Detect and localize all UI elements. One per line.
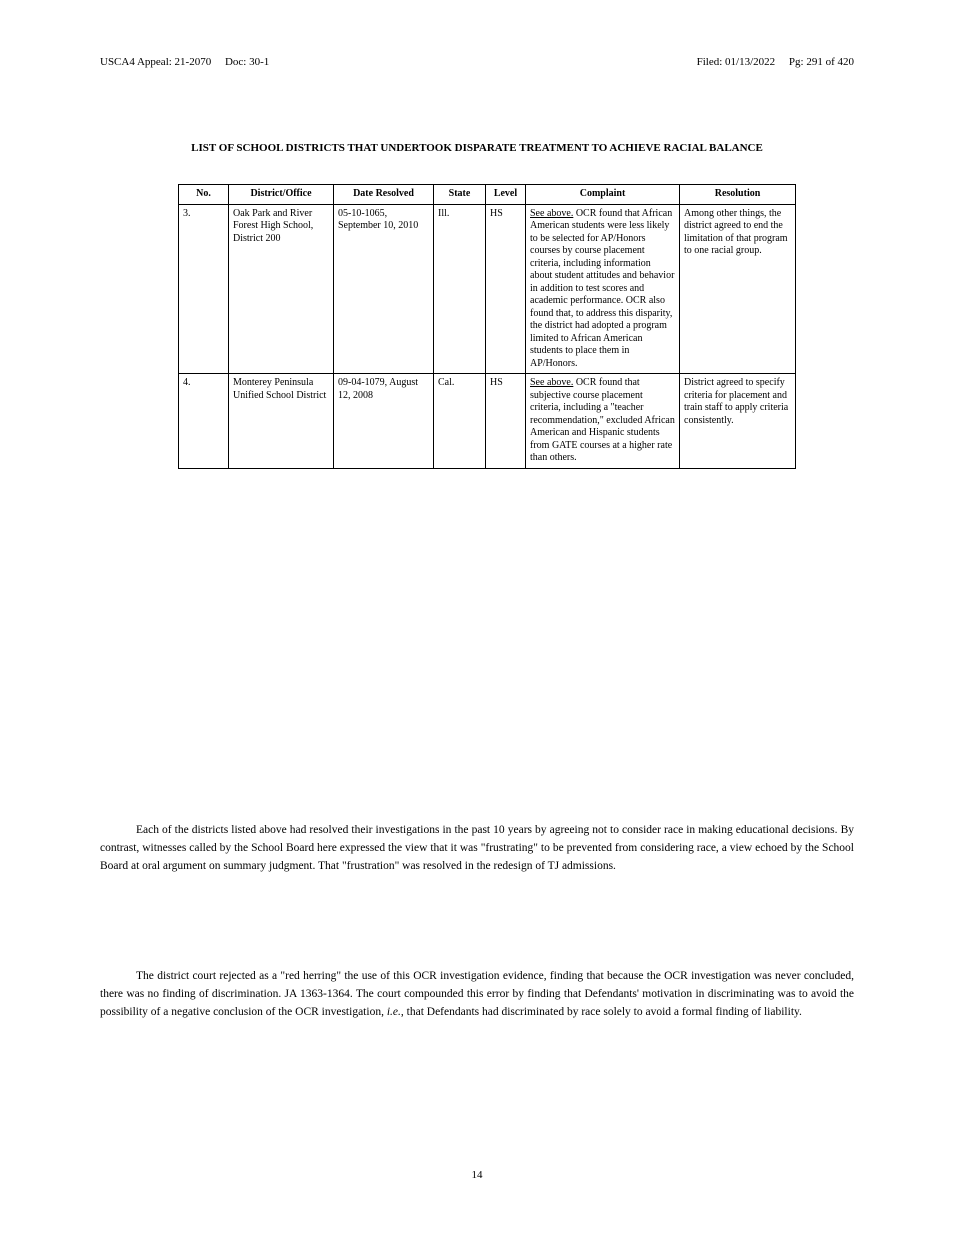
p2-after: , that Defendants had discriminated by r… [401, 1006, 802, 1018]
cell-level: HS [486, 204, 526, 374]
header-left-line2: Doc: 30-1 [225, 56, 269, 68]
cell-resolution: District agreed to specify criteria for … [680, 374, 796, 469]
cell-no: 3. [179, 204, 229, 374]
cell-complaint: See above. OCR found that African Americ… [526, 204, 680, 374]
paragraph-1: Each of the districts listed above had r… [100, 822, 854, 875]
col-no: No. [179, 185, 229, 205]
col-district: District/Office [229, 185, 334, 205]
col-state: State [434, 185, 486, 205]
complaint-rest: OCR found that subjective course placeme… [530, 377, 675, 463]
cell-state: Cal. [434, 374, 486, 469]
col-complaint: Complaint [526, 185, 680, 205]
p2-italic: i.e. [387, 1006, 401, 1018]
table-row: 4. Monterey Peninsula Unified School Dis… [179, 374, 796, 469]
complaint-intro: See above. [530, 377, 573, 388]
cell-complaint: See above. OCR found that subjective cou… [526, 374, 680, 469]
table-row: 3. Oak Park and River Forest High School… [179, 204, 796, 374]
header-right-line1: Filed: 01/13/2022 [697, 56, 776, 68]
header-left-line1: USCA4 Appeal: 21-2070 [100, 56, 211, 68]
col-resolution: Resolution [680, 185, 796, 205]
cell-date: 05-10-1065, September 10, 2010 [334, 204, 434, 374]
cell-no: 4. [179, 374, 229, 469]
col-date: Date Resolved [334, 185, 434, 205]
complaint-intro: See above. [530, 208, 573, 219]
cell-resolution: Among other things, the district agreed … [680, 204, 796, 374]
cell-district: Monterey Peninsula Unified School Distri… [229, 374, 334, 469]
header-right-line2: Pg: 291 of 420 [789, 56, 854, 68]
cell-level: HS [486, 374, 526, 469]
table-header-row: No. District/Office Date Resolved State … [179, 185, 796, 205]
cell-state: Ill. [434, 204, 486, 374]
cell-district: Oak Park and River Forest High School, D… [229, 204, 334, 374]
page: USCA4 Appeal: 21-2070 Doc: 30-1 Filed: 0… [0, 0, 954, 1235]
page-number: 14 [0, 1169, 954, 1181]
districts-table: No. District/Office Date Resolved State … [178, 184, 796, 469]
table-caption: LIST OF SCHOOL DISTRICTS THAT UNDERTOOK … [0, 142, 954, 154]
header-left: USCA4 Appeal: 21-2070 Doc: 30-1 [100, 56, 269, 68]
cell-date: 09-04-1079, August 12, 2008 [334, 374, 434, 469]
paragraph-2: The district court rejected as a "red he… [100, 968, 854, 1021]
complaint-rest: OCR found that African American students… [530, 208, 674, 369]
header-right: Filed: 01/13/2022 Pg: 291 of 420 [697, 56, 854, 68]
col-level: Level [486, 185, 526, 205]
